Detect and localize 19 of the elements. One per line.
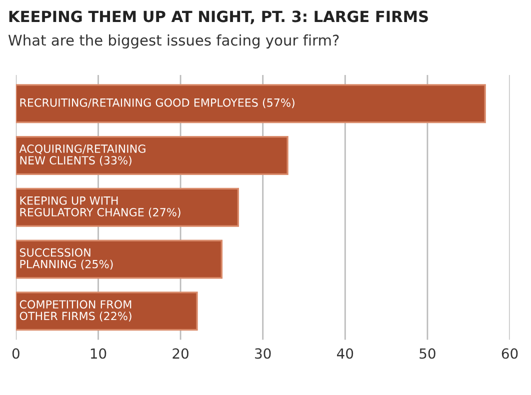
y-tick-label: KEEPING UP WITH REGULATORY CHANGE (27%) <box>20 196 180 218</box>
bar <box>16 240 223 279</box>
chart-subtitle: What are the biggest issues facing your firm? <box>8 34 339 49</box>
y-tick-label: COMPETITION FROM OTHER FIRMS (22%) <box>20 300 132 322</box>
x-tick-label: 30 <box>255 348 271 359</box>
x-tick-label: 60 <box>502 348 518 359</box>
x-tick-label: 50 <box>420 348 436 359</box>
x-tick-label: 10 <box>90 348 106 359</box>
y-tick-label: SUCCESSION PLANNING (25%) <box>20 248 113 270</box>
x-tick-label: 20 <box>172 348 188 359</box>
x-tick-label: 0 <box>12 348 20 359</box>
bar <box>16 84 486 124</box>
bar <box>16 188 239 227</box>
bar <box>16 292 198 331</box>
bar <box>16 136 288 175</box>
x-tick-label: 40 <box>336 348 354 359</box>
y-tick-label: RECRUITING/RETAINING GOOD EMPLOYEES (57%) <box>20 98 294 108</box>
y-tick-label: ACQUIRING/RETAINING NEW CLIENTS (33%) <box>19 144 146 166</box>
chart-title: KEEPING THEM UP AT NIGHT, PT. 3: LARGE FIRMS <box>9 10 428 24</box>
